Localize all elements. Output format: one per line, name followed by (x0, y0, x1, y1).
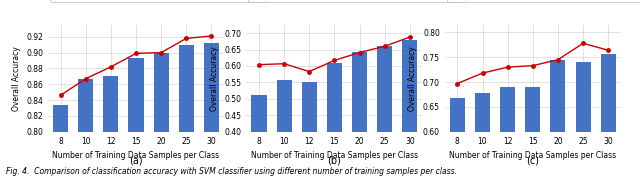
Bar (403, 40, 417, 178)
Legend: Original space-accuracy, Mapped space-accuracy: Original space-accuracy, Mapped space-ac… (447, 0, 640, 2)
Text: Fig. 4.  Comparison of classification accuracy with SVM classifier using differe: Fig. 4. Comparison of classification acc… (6, 167, 458, 176)
Text: (c): (c) (526, 155, 540, 165)
Text: (a): (a) (129, 155, 143, 165)
Bar (179, 45, 194, 178)
Bar (525, 87, 540, 178)
Bar (352, 52, 367, 178)
Legend: Original space-accuracy, Mapped space-accuracy: Original space-accuracy, Mapped space-ac… (50, 0, 267, 2)
Bar (575, 62, 591, 178)
Text: (b): (b) (328, 155, 341, 165)
Bar (550, 60, 566, 178)
Bar (276, 80, 292, 178)
Bar (103, 76, 118, 178)
Bar (252, 95, 266, 178)
Y-axis label: Overall Accuracy: Overall Accuracy (408, 46, 417, 111)
Bar (53, 105, 68, 178)
Bar (377, 46, 392, 178)
Y-axis label: Overall Accuracy: Overall Accuracy (12, 46, 20, 111)
Bar (601, 54, 616, 178)
X-axis label: Number of Training Data Samples per Class: Number of Training Data Samples per Clas… (52, 151, 220, 160)
X-axis label: Number of Training Data Samples per Class: Number of Training Data Samples per Clas… (251, 151, 418, 160)
Bar (327, 63, 342, 178)
Bar (129, 58, 143, 178)
Y-axis label: Overall Accuracy: Overall Accuracy (210, 46, 219, 111)
Bar (301, 82, 317, 178)
Bar (500, 87, 515, 178)
Bar (450, 98, 465, 178)
X-axis label: Number of Training Data Samples per Class: Number of Training Data Samples per Clas… (449, 151, 616, 160)
Legend: Original space-accuracy, Mapped space-accuracy: Original space-accuracy, Mapped space-ac… (248, 0, 465, 2)
Bar (475, 93, 490, 178)
Bar (204, 43, 219, 178)
Bar (154, 53, 169, 178)
Bar (78, 79, 93, 178)
